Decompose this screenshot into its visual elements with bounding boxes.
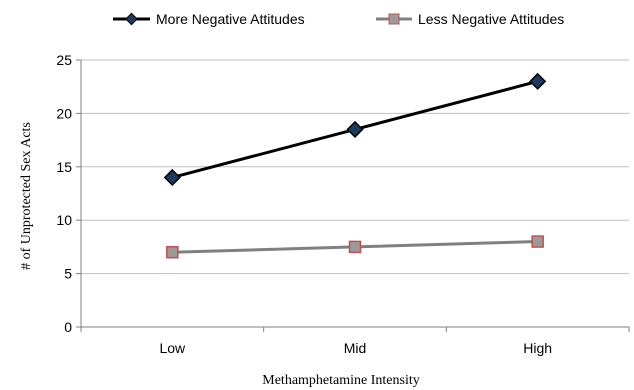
legend-marker-diamond-icon xyxy=(125,12,138,26)
x-axis-label: Methamphetamine Intensity xyxy=(262,373,419,388)
legend-label-less-negative: Less Negative Attitudes xyxy=(418,11,564,27)
legend-item-more-negative: More Negative Attitudes xyxy=(113,11,305,27)
x-tick-label: Mid xyxy=(344,340,367,356)
y-tick-label: 15 xyxy=(56,159,72,175)
y-tick-label: 20 xyxy=(56,105,72,121)
x-axis: Low Mid High xyxy=(80,60,630,356)
y-tick-label: 0 xyxy=(64,319,72,335)
y-axis-label: # of Unprotected Sex Acts xyxy=(19,122,34,270)
data-point-more-negative-attitudes xyxy=(163,168,181,187)
x-tick-label: High xyxy=(523,340,552,356)
y-tick-label: 10 xyxy=(56,212,72,228)
y-tick-label: 25 xyxy=(56,52,72,68)
gridlines xyxy=(81,59,629,275)
data-point-more-negative-attitudes xyxy=(529,72,547,90)
data-point-less-negative-attitudes xyxy=(166,245,179,259)
legend: More Negative Attitudes Less Negative At… xyxy=(113,11,564,27)
legend-item-less-negative: Less Negative Attitudes xyxy=(376,11,564,27)
legend-label-more-negative: More Negative Attitudes xyxy=(156,11,305,27)
legend-marker-square-icon xyxy=(388,13,400,25)
data-point-more-negative-attitudes xyxy=(346,120,364,138)
series-layer xyxy=(163,72,547,259)
data-point-less-negative-attitudes xyxy=(348,240,362,254)
x-tick-label: Low xyxy=(159,340,186,356)
y-tick-label: 5 xyxy=(64,266,72,282)
data-point-less-negative-attitudes xyxy=(531,235,544,248)
y-axis-ticks: 0 5 10 15 20 25 xyxy=(56,52,81,335)
